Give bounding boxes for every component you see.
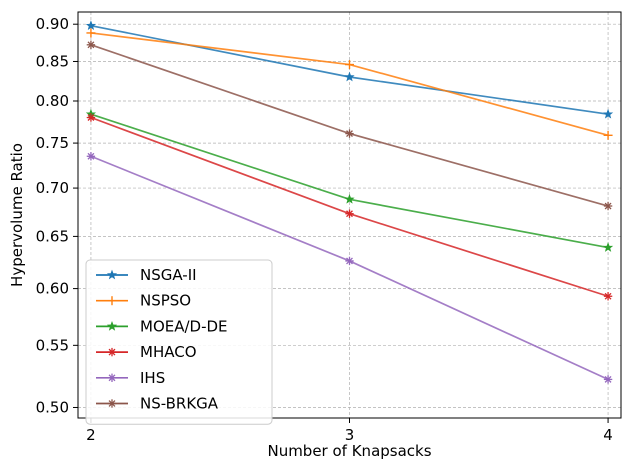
data-point-ns-brkga (345, 129, 354, 138)
data-point-ihs (86, 152, 96, 161)
y-tick-label: 0.85 (36, 52, 69, 70)
legend-marker (106, 321, 118, 331)
data-point-moea-d-de (602, 242, 614, 252)
data-point-mhaco (345, 209, 354, 218)
legend-label: MOEA/D-DE (140, 317, 228, 335)
data-point-nsga-ii (602, 108, 614, 119)
x-tick-label: 3 (345, 426, 355, 444)
legend-marker (107, 373, 117, 382)
data-point-moea-d-de (344, 193, 355, 204)
y-axis-label: Hypervolume Ratio (8, 143, 26, 287)
data-point-ns-brkga (603, 201, 613, 211)
data-point-ns-brkga (86, 40, 96, 50)
legend: NSGA-II NSPSO MOEA/D-DE MHACO IHS NS-BRKGA (85, 259, 273, 425)
y-tick-label: 0.60 (36, 280, 69, 298)
y-tick-label: 0.75 (36, 134, 69, 152)
data-point-nsga-ii (344, 71, 355, 82)
y-tick-label: 0.65 (36, 227, 69, 245)
legend-label: MHACO (140, 343, 197, 361)
legend-marker (106, 269, 118, 280)
data-point-mhaco (86, 113, 96, 122)
y-tick-label: 0.70 (36, 179, 69, 197)
x-tick-label: 2 (86, 426, 96, 444)
legend-label: NSGA-II (140, 266, 197, 284)
y-tick-label: 0.80 (36, 92, 69, 110)
y-tick-label: 0.50 (36, 398, 69, 416)
data-point-ihs (345, 256, 354, 266)
legend-marker (107, 399, 117, 408)
x-tick-label: 4 (603, 426, 613, 444)
x-axis-label: Number of Knapsacks (267, 442, 431, 460)
y-tick-label: 0.55 (36, 336, 69, 354)
legend-label: NSPSO (140, 292, 191, 310)
data-point-mhaco (603, 292, 613, 301)
legend-marker (107, 296, 117, 306)
legend-label: NS-BRKGA (140, 395, 219, 413)
y-axis: 0.50 0.55 0.60 0.65 0.70 0.75 0.80 0.85 0.90 (36, 15, 78, 416)
data-point-nspso (603, 130, 613, 140)
data-point-nsga-ii (85, 20, 97, 30)
data-point-ihs (603, 375, 613, 384)
y-tick-label: 0.90 (36, 15, 69, 33)
series-layer (85, 20, 614, 384)
legend-marker (107, 347, 117, 357)
legend-label: IHS (140, 369, 165, 387)
legend-box (85, 259, 273, 425)
data-point-nspso (86, 28, 96, 38)
data-point-nspso (345, 60, 354, 70)
